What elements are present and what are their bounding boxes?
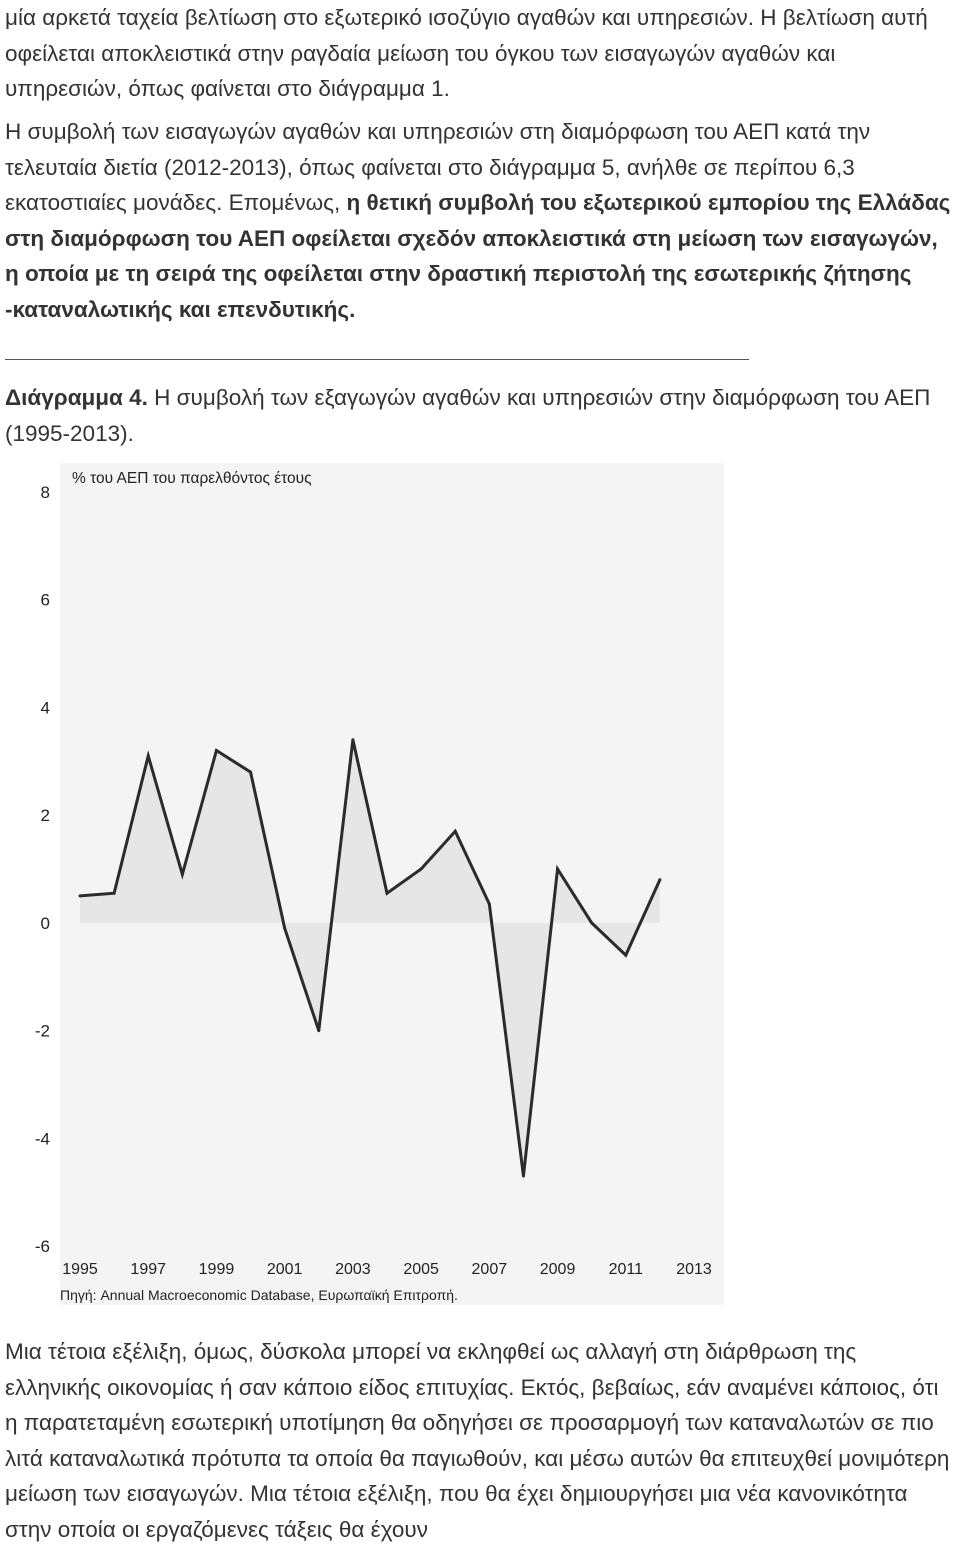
- chart-xtick-label: 2005: [403, 1261, 439, 1278]
- chart-ylabel: % του ΑΕΠ του παρελθόντος έτους: [72, 470, 312, 487]
- figure-caption-label: Διάγραμμα 4.: [5, 385, 148, 410]
- chart-xtick-label: 2009: [540, 1261, 576, 1278]
- chart-ytick-label: 2: [41, 806, 50, 825]
- chart-point-2008: [521, 1174, 525, 1178]
- chart-point-2006: [453, 829, 457, 833]
- paragraph-1-text: μία αρκετά ταχεία βελτίωση στο εξωτερικό…: [5, 5, 928, 101]
- chart-xtick-label: 2001: [267, 1261, 303, 1278]
- chart-point-2010: [590, 921, 594, 925]
- chart-source: Πηγή: Annual Macroeconomic Database, Ευρ…: [60, 1287, 458, 1303]
- figure-caption-text: Η συμβολή των εξαγωγών αγαθών και υπηρεσ…: [5, 385, 931, 446]
- paragraph-3-text: Μια τέτοια εξέλιξη, όμως, δύσκολα μπορεί…: [5, 1339, 950, 1542]
- chart-point-1996: [112, 891, 116, 895]
- chart-ytick-label: -6: [35, 1237, 50, 1256]
- chart-point-2007: [487, 902, 491, 906]
- chart-xtick-label: 2007: [472, 1261, 508, 1278]
- chart-xtick-label: 1999: [199, 1261, 235, 1278]
- section-divider: [5, 359, 749, 360]
- chart-xtick-label: 2011: [609, 1261, 644, 1278]
- chart-point-1999: [214, 749, 218, 753]
- paragraph-2: Η συμβολή των εισαγωγών αγαθών και υπηρε…: [5, 114, 955, 327]
- chart-point-1998: [180, 872, 184, 876]
- chart-xtick-label: 1997: [130, 1261, 166, 1278]
- export-contribution-chart: 8 6 4 2 0 -2 -4 -6 1995 1997 1999 2001 2003 2005 2007 2…: [35, 463, 724, 1305]
- chart-ytick-label: 4: [41, 698, 50, 717]
- figure-caption: Διάγραμμα 4. Η συμβολή των εξαγωγών αγαθ…: [5, 380, 955, 451]
- chart-xtick-label: 2013: [676, 1261, 712, 1278]
- chart-point-2005: [419, 867, 423, 871]
- chart-xtick-label: 2003: [335, 1261, 371, 1278]
- chart-ytick-label: -4: [35, 1129, 50, 1148]
- chart-point-2009: [556, 867, 560, 871]
- chart-point-1995: [78, 894, 82, 898]
- chart-point-2011: [624, 953, 628, 957]
- chart-point-2001: [283, 926, 287, 930]
- chart-series-line: [79, 739, 662, 1177]
- chart-point-2004: [385, 891, 389, 895]
- chart-ytick-label: -2: [35, 1022, 50, 1041]
- paragraph-2-text: Η συμβολή των εισαγωγών αγαθών και υπηρε…: [5, 119, 871, 215]
- paragraph-1: μία αρκετά ταχεία βελτίωση στο εξωτερικό…: [5, 0, 955, 107]
- chart-point-2012: [658, 878, 662, 882]
- chart-point-1997: [146, 754, 150, 758]
- chart-point-2000: [249, 770, 253, 774]
- chart-point-2003: [351, 738, 355, 742]
- chart-xtick-label: 1995: [62, 1261, 98, 1278]
- chart-point-2002: [317, 1029, 321, 1033]
- chart-ytick-label: 8: [41, 483, 50, 502]
- chart-ytick-label: 0: [41, 914, 50, 933]
- chart-ytick-label: 6: [41, 591, 50, 610]
- chart-area-fill: [80, 739, 660, 1176]
- paragraph-3: Μια τέτοια εξέλιξη, όμως, δύσκολα μπορεί…: [5, 1334, 955, 1547]
- paragraph-2-bold-text: η θετική συμβολή του εξωτερικού εμπορίου…: [5, 190, 951, 322]
